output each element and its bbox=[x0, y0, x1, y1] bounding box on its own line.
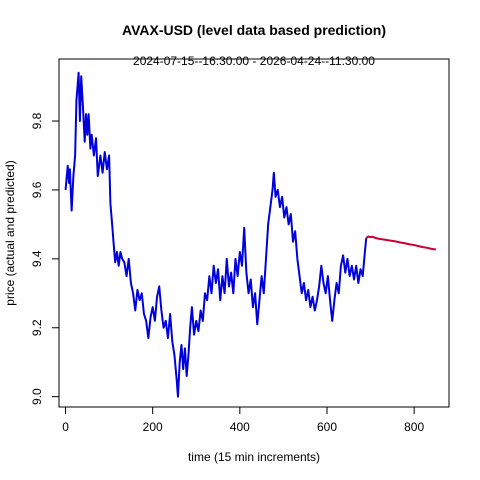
y-tick-label: 9.0 bbox=[30, 388, 44, 405]
x-tick-label: 400 bbox=[230, 420, 250, 434]
y-tick-label: 9.6 bbox=[30, 181, 44, 198]
y-tick-label: 9.4 bbox=[30, 250, 44, 267]
y-axis: 9.0 9.2 9.4 9.6 9.8 bbox=[30, 112, 59, 405]
x-tick-label: 800 bbox=[404, 420, 424, 434]
series-line-actual bbox=[64, 71, 368, 398]
plot-frame bbox=[58, 58, 450, 408]
x-axis-label: time (15 min increments) bbox=[188, 450, 320, 464]
y-axis-label: price (actual and predicted) bbox=[3, 160, 17, 305]
x-tick-label: 0 bbox=[62, 420, 69, 434]
x-axis: 0 200 400 600 800 bbox=[62, 407, 424, 434]
series-line-predicted bbox=[365, 235, 437, 251]
x-tick-label: 200 bbox=[143, 420, 163, 434]
y-tick-label: 9.2 bbox=[30, 319, 44, 336]
chart-title: AVAX-USD (level data based prediction) bbox=[122, 22, 386, 38]
x-tick-label: 600 bbox=[317, 420, 337, 434]
y-tick-label: 9.8 bbox=[30, 112, 44, 129]
chart-subtitle: 2024-07-15--16:30:00 - 2026-04-24--11:30… bbox=[133, 54, 375, 68]
series-layer bbox=[64, 71, 437, 398]
